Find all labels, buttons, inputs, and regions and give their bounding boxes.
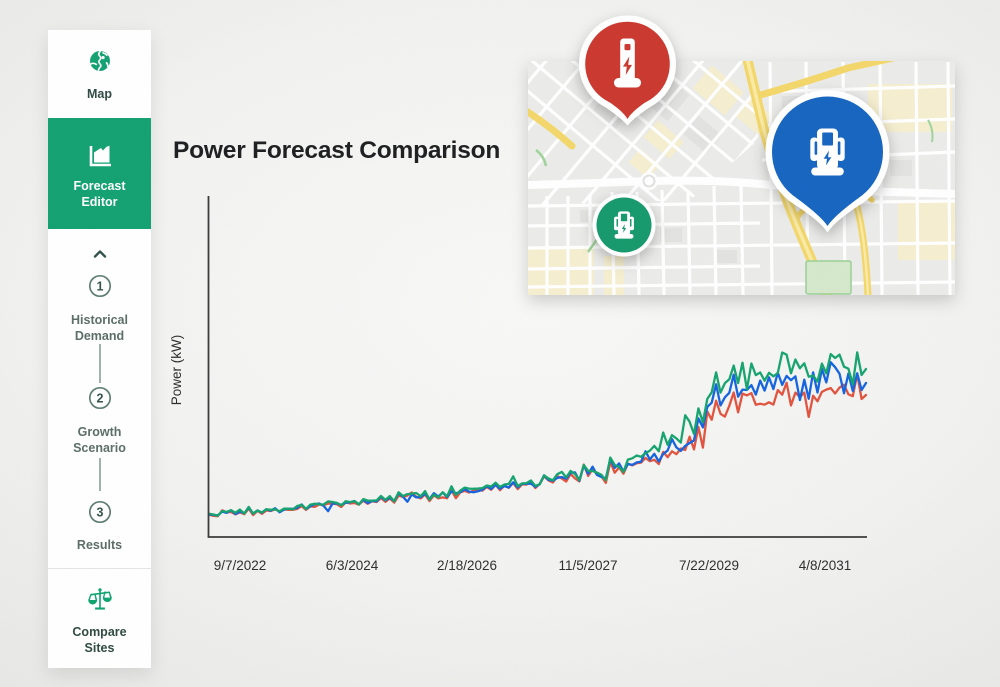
svg-text:9/7/2022: 9/7/2022 xyxy=(214,558,267,573)
svg-text:2: 2 xyxy=(96,392,103,406)
svg-text:11/5/2027: 11/5/2027 xyxy=(558,558,617,573)
svg-text:2/18/2026: 2/18/2026 xyxy=(437,558,497,573)
svg-text:6/3/2024: 6/3/2024 xyxy=(326,558,379,573)
svg-text:3: 3 xyxy=(96,506,103,520)
svg-text:7/22/2029: 7/22/2029 xyxy=(679,558,739,573)
svg-text:Power (kW): Power (kW) xyxy=(169,335,184,406)
svg-text:1: 1 xyxy=(96,280,103,294)
svg-text:4/8/2031: 4/8/2031 xyxy=(799,558,852,573)
